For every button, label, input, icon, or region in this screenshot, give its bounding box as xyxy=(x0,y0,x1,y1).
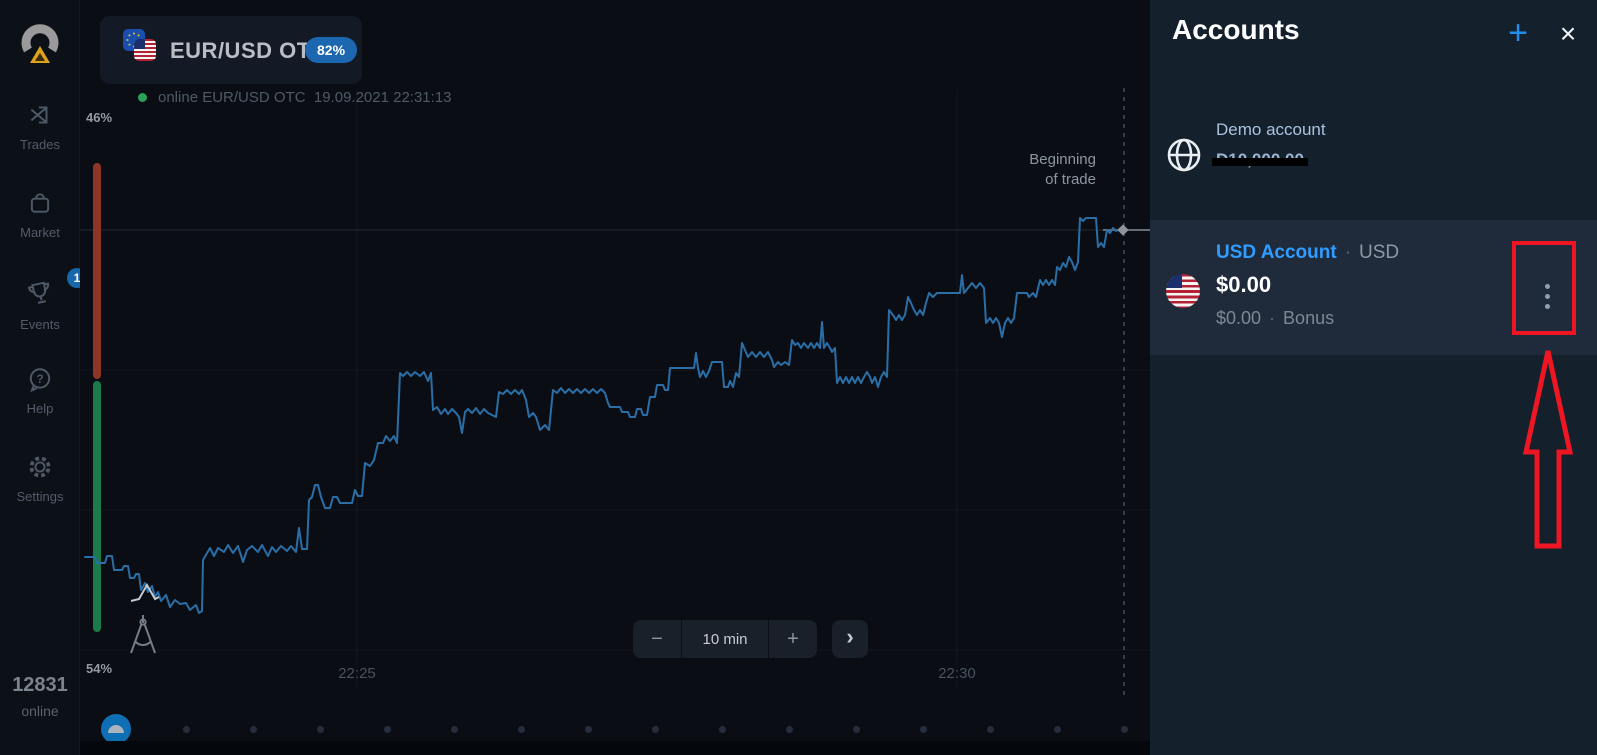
usd-account-balance: $0.00 xyxy=(1216,272,1272,297)
svg-text:?: ? xyxy=(36,372,43,386)
app-logo[interactable] xyxy=(0,20,80,72)
timeframe-control: − 10 min + xyxy=(633,620,817,658)
demo-account-name: Demo account xyxy=(1216,120,1326,139)
sentiment-up-pct: 46% xyxy=(86,110,113,125)
separator-dot: · xyxy=(1269,308,1276,328)
sidebar: Trades Market 1 Events xyxy=(0,0,87,755)
usd-bonus-label: Bonus xyxy=(1283,308,1335,328)
pair-selector[interactable]: EUR/USD OTC 82% xyxy=(100,16,362,84)
usd-flag-icon xyxy=(134,39,156,61)
logo-icon xyxy=(21,24,59,63)
panel-title: Accounts xyxy=(1172,14,1300,45)
drawing-annotation xyxy=(130,582,160,602)
scroll-forward-button[interactable]: › xyxy=(832,620,868,658)
online-counter: 12831 online xyxy=(0,674,80,719)
sidebar-label-help: Help xyxy=(26,401,54,416)
zoom-in-button[interactable]: + xyxy=(787,627,799,650)
price-series xyxy=(84,217,1124,614)
drawing-tools-icon xyxy=(130,615,156,654)
accounts-panel: Accounts + × Demo account Đ10,000.00 USD… xyxy=(1150,0,1597,755)
usd-account-currency: USD xyxy=(1359,242,1400,263)
separator-dot: · xyxy=(1344,242,1352,263)
status-text: online EUR/USD OTC 19.09.2021 22:31:13 xyxy=(158,89,452,106)
current-price-marker xyxy=(1117,224,1129,236)
time-tick: 22:25 xyxy=(338,665,376,682)
demo-account-balance: Đ10,000.00 xyxy=(1212,150,1308,169)
time-tick: 22:30 xyxy=(938,665,976,682)
sidebar-label-events: Events xyxy=(20,317,60,332)
sidebar-label-trades: Trades xyxy=(20,137,60,152)
bottom-strip xyxy=(80,741,1150,755)
sidebar-item-events[interactable]: 1 Events xyxy=(0,268,87,332)
online-count-value: 12831 xyxy=(12,674,68,696)
zoom-out-button[interactable]: − xyxy=(651,627,663,650)
sidebar-item-trades[interactable]: Trades xyxy=(0,102,80,152)
add-account-button[interactable]: + xyxy=(1508,14,1528,52)
sentiment-bar-down xyxy=(93,381,101,632)
account-row-usd[interactable]: USD Account · USD $0.00 $0.00 · Bonus xyxy=(1150,220,1597,355)
price-chart[interactable] xyxy=(80,0,1150,755)
close-panel-button[interactable]: × xyxy=(1559,18,1577,49)
timeframe-value[interactable]: 10 min xyxy=(681,620,769,658)
sentiment-down-pct: 54% xyxy=(86,661,113,676)
chart-area: EUR/USD OTC 82% online EUR/USD OTC 19.09… xyxy=(80,0,1150,755)
support-chat-button[interactable] xyxy=(101,714,131,744)
trades-icon xyxy=(30,106,48,124)
beginning-of-trade-label: Beginning of trade xyxy=(1029,151,1096,188)
sidebar-label-market: Market xyxy=(20,225,60,240)
chat-icon xyxy=(108,725,124,733)
highlight-arrow xyxy=(1522,350,1574,549)
payout-badge: 82% xyxy=(305,37,358,63)
sidebar-item-help[interactable]: ? Help xyxy=(0,366,80,416)
sidebar-item-settings[interactable]: Settings xyxy=(0,454,80,504)
sidebar-label-settings: Settings xyxy=(16,489,64,504)
usd-account-flag-icon xyxy=(1166,274,1200,308)
online-status-icon xyxy=(138,93,147,102)
sentiment-bar-up xyxy=(93,163,101,379)
settings-gear-icon xyxy=(29,456,51,478)
events-trophy-icon xyxy=(27,281,50,304)
usd-bonus-amount: $0.00 xyxy=(1216,308,1262,328)
account-row-demo[interactable]: Demo account Đ10,000.00 xyxy=(1150,100,1597,210)
sidebar-item-market[interactable]: Market xyxy=(0,190,80,240)
usd-account-name: USD Account xyxy=(1216,242,1337,263)
account-menu-button[interactable] xyxy=(1538,278,1556,314)
online-count-label: online xyxy=(21,703,59,719)
pair-name: EUR/USD OTC xyxy=(170,38,328,63)
market-bag-icon xyxy=(30,193,50,213)
globe-icon xyxy=(1167,138,1201,172)
help-icon: ? xyxy=(29,368,51,392)
